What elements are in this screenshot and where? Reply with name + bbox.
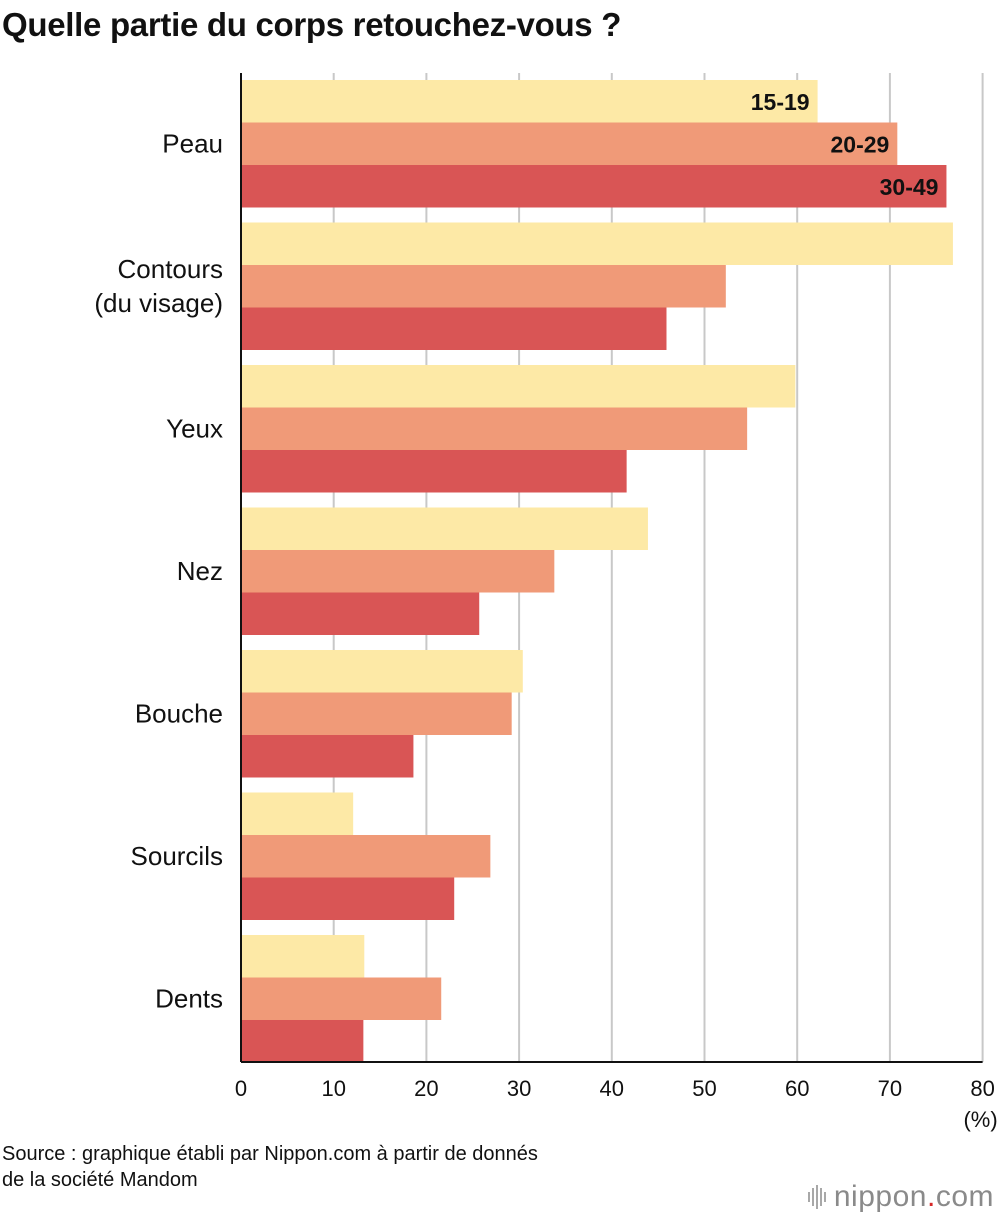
source-line-1: Source : graphique établi par Nippon.com… [2,1143,538,1165]
category-label-4: Bouche [135,698,223,728]
axes: 0 10 20 30 40 50 60 70 80 (%) [235,73,998,1132]
bar-20-29-5 [241,835,491,878]
bar-15-19-1 [241,222,953,265]
logo-text-part1: nippon [833,1180,927,1213]
bar-30-49-4 [241,735,414,778]
logo-text-part2: com [935,1180,994,1213]
source-line-2: de la société Mandom [2,1169,198,1191]
x-tick-label-20: 20 [414,1076,438,1101]
bar-30-49-2 [241,450,627,493]
bar-20-29-6 [241,977,442,1020]
x-tick-label-70: 70 [878,1076,902,1101]
bar-20-29-2 [241,407,748,450]
x-tick-label-60: 60 [785,1076,809,1101]
bar-30-49-6 [241,1020,364,1063]
bar-30-49-5 [241,877,455,920]
series-label-15-19: 15-19 [751,89,810,115]
bar-chart: 15-19 20-29 30-49 Peau Contours (du visage) Ye… [94,73,998,1132]
bar-15-19-4 [241,650,523,693]
bar-20-29-0 [241,122,898,165]
logo-bars-icon [807,1185,826,1209]
logo-dot: . [926,1180,936,1213]
category-label-3: Nez [177,556,223,586]
bar-15-19-2 [241,365,796,408]
x-tick-label-50: 50 [692,1076,716,1101]
bar-15-19-3 [241,507,648,550]
nippon-logo: nippon. com [807,1180,994,1214]
bar-30-49-1 [241,307,667,350]
bars [241,80,953,1063]
x-tick-label-10: 10 [321,1076,345,1101]
bar-20-29-4 [241,692,512,735]
x-tick-label-0: 0 [235,1076,247,1101]
category-label-2: Yeux [166,413,223,443]
category-label-1-line-1: (du visage) [94,288,223,318]
source-note: Source : graphique établi par Nippon.com… [2,1141,538,1193]
x-tick-label-80: 80 [970,1076,994,1101]
x-unit-label: (%) [963,1107,997,1132]
bar-20-29-1 [241,265,726,308]
series-label-30-49: 30-49 [880,174,939,200]
bar-30-49-0 [241,165,947,208]
labels: 15-19 20-29 30-49 Peau Contours (du visage) Ye… [94,89,938,1013]
chart-title: Quelle partie du corps retouchez-vous ? [2,6,622,43]
category-label-6: Dents [155,983,223,1013]
category-label-1-line-0: Contours [118,254,224,284]
category-label-0: Peau [162,128,223,158]
bar-15-19-5 [241,792,354,835]
series-label-20-29: 20-29 [830,132,889,158]
x-tick-label-30: 30 [507,1076,531,1101]
bar-15-19-0 [241,80,818,123]
bar-15-19-6 [241,935,365,978]
bar-30-49-3 [241,592,480,635]
bar-20-29-3 [241,550,555,593]
x-tick-label-40: 40 [600,1076,624,1101]
category-label-5: Sourcils [131,841,223,871]
